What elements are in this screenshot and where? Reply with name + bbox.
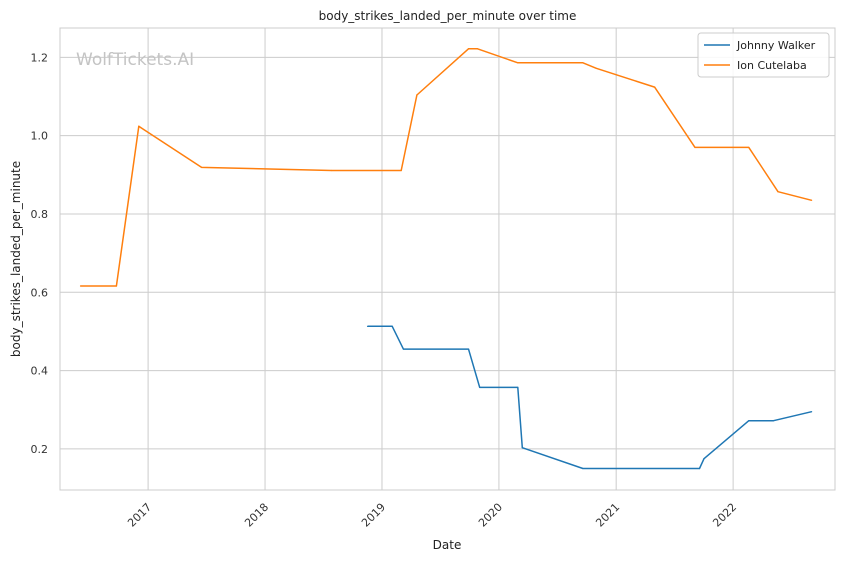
- legend: Johnny Walker Ion Cutelaba: [697, 32, 830, 78]
- plot-area-frame: [59, 27, 836, 491]
- series-point: [79, 285, 82, 287]
- series-point: [391, 325, 393, 327]
- series-point: [694, 146, 696, 149]
- series-point: [517, 386, 519, 389]
- x-axis-title: Date: [433, 538, 462, 552]
- y-axis-title: body_strikes_landed_per_minute: [9, 161, 23, 357]
- series-point: [400, 169, 402, 172]
- series-point: [115, 285, 117, 287]
- y-tick-label: 0.4: [31, 365, 49, 378]
- y-tick-label: 0.6: [31, 286, 49, 299]
- series-point: [582, 62, 584, 64]
- y-axis-ticks: 0.2 0.4 0.6 0.8 1.0 1.2: [31, 51, 49, 456]
- series-point: [366, 325, 369, 327]
- legend-label-0: Johnny Walker: [736, 39, 816, 52]
- y-tick-label: 1.2: [31, 51, 49, 64]
- series-point: [703, 458, 705, 460]
- watermark: WolfTickets.AI: [76, 50, 194, 70]
- series-point: [467, 348, 470, 350]
- series-point: [777, 191, 779, 193]
- series-point: [811, 411, 813, 413]
- series-point: [467, 48, 470, 50]
- series-point: [748, 146, 750, 149]
- grid: [60, 28, 835, 490]
- series-point: [331, 169, 333, 172]
- y-tick-label: 0.8: [31, 208, 49, 221]
- series-point: [748, 420, 750, 422]
- legend-box: [697, 32, 830, 78]
- series-point: [521, 447, 523, 449]
- series-point: [201, 166, 203, 168]
- series-point: [416, 94, 418, 96]
- series-point: [402, 348, 405, 350]
- y-tick-label: 0.2: [31, 443, 49, 456]
- chart-title: body_strikes_landed_per_minute over time: [319, 9, 577, 23]
- series-point: [772, 420, 775, 422]
- series-point: [476, 48, 479, 50]
- y-tick-label: 1.0: [31, 130, 49, 143]
- series-point: [582, 467, 584, 470]
- series-point: [479, 386, 481, 389]
- series-point: [654, 86, 656, 88]
- series-point: [811, 199, 813, 201]
- series-layer: [79, 48, 813, 470]
- series-point: [138, 125, 140, 127]
- series-point: [595, 67, 597, 69]
- series-point: [698, 467, 701, 470]
- series-point: [517, 62, 519, 64]
- legend-label-1: Ion Cutelaba: [737, 59, 807, 72]
